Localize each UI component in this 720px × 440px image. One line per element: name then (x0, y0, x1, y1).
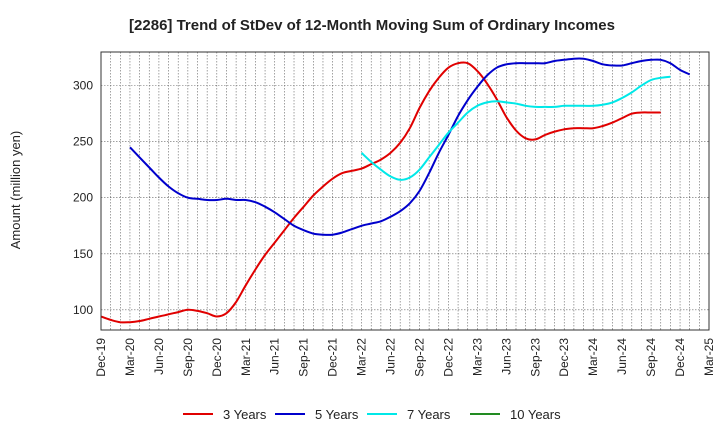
x-tick-label: Dec-19 (94, 338, 108, 377)
y-tick-labels: 100 150 200 250 300 (73, 79, 93, 317)
x-tick-label: Jun-22 (384, 338, 398, 375)
series-line-5-years (129, 57, 691, 236)
x-tick-label: Sep-22 (412, 338, 426, 377)
y-tick-label: 250 (73, 135, 93, 149)
x-tick-label: Sep-23 (528, 338, 542, 377)
x-tick-label: Mar-24 (586, 338, 600, 376)
x-tick-label: Jun-20 (152, 338, 166, 375)
x-tick-label: Jun-21 (268, 338, 282, 375)
x-tick-label: Mar-21 (239, 338, 253, 376)
x-tick-label: Mar-22 (355, 338, 369, 376)
legend-label: 5 Years (315, 407, 359, 422)
y-tick-label: 300 (73, 79, 93, 93)
plot-area (101, 52, 709, 330)
x-tick-label: Dec-20 (210, 338, 224, 377)
legend-label: 7 Years (407, 407, 451, 422)
x-tick-label: Mar-23 (470, 338, 484, 376)
y-tick-label: 100 (73, 303, 93, 317)
x-tick-label: Jun-23 (499, 338, 513, 375)
legend-label: 3 Years (223, 407, 267, 422)
legend-label: 10 Years (510, 407, 561, 422)
x-tick-labels: Dec-19 Mar-20 Jun-20 Sep-20 Dec-20 Mar-21 Jun-… (94, 338, 716, 377)
grid (100, 52, 710, 330)
series-line-7-years (360, 75, 671, 181)
x-tick-label: Jun-24 (615, 338, 629, 375)
legend: 3 Years 5 Years 7 Years 10 Years (183, 407, 561, 422)
x-tick-label: Dec-23 (557, 338, 571, 377)
x-tick-label: Sep-20 (181, 338, 195, 377)
y-tick-label: 200 (73, 191, 93, 205)
chart-title: [2286] Trend of StDev of 12-Month Moving… (129, 17, 615, 34)
x-tick-label: Dec-21 (326, 338, 340, 377)
series-group (100, 57, 691, 324)
x-tick-label: Dec-24 (673, 338, 687, 377)
plot-frame (100, 51, 710, 331)
series-line-3-years (100, 61, 661, 324)
y-axis-label: Amount (million yen) (8, 131, 23, 250)
x-tick-label: Sep-24 (644, 338, 658, 377)
x-tick-label: Mar-20 (123, 338, 137, 376)
x-tick-label: Dec-22 (441, 338, 455, 377)
y-tick-label: 150 (73, 247, 93, 261)
x-tick-label: Sep-21 (297, 338, 311, 377)
x-tick-label: Mar-25 (702, 338, 716, 376)
